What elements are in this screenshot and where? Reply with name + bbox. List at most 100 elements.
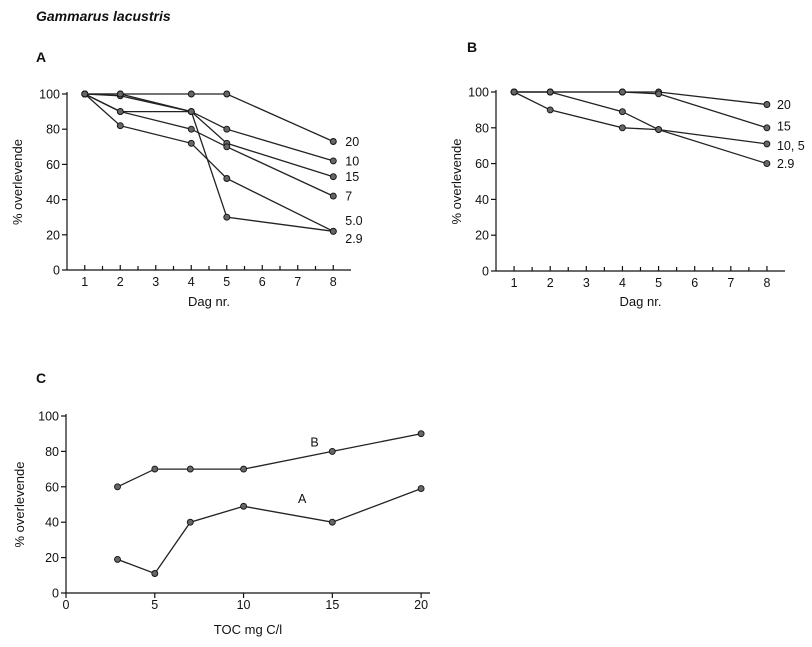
x-axis-label: Dag nr.: [620, 294, 662, 309]
panel-letter: C: [36, 370, 46, 386]
x-tick-label: 5: [151, 598, 158, 612]
x-tick-label: 7: [727, 276, 734, 290]
x-tick-label: 0: [63, 598, 70, 612]
series-line: [513, 91, 768, 165]
series-label: 5.0: [345, 214, 362, 228]
data-point: [763, 140, 771, 148]
data-point: [223, 213, 231, 221]
y-axis-label: % overlevende: [10, 139, 25, 225]
series-B: B: [114, 430, 425, 491]
series-10: 10: [81, 90, 359, 168]
data-point: [81, 90, 89, 98]
data-point: [114, 483, 121, 491]
data-point: [187, 90, 195, 98]
data-point: [240, 465, 248, 473]
series-15: 15: [81, 90, 359, 184]
data-point: [223, 125, 231, 133]
data-point: [328, 447, 336, 455]
panel-letter: A: [36, 49, 46, 65]
x-tick-label: 6: [259, 275, 266, 289]
data-point: [417, 430, 425, 438]
data-point: [151, 570, 159, 577]
x-tick-label: 2: [117, 275, 124, 289]
data-point: [655, 90, 663, 98]
series-label: 20: [345, 135, 359, 149]
panel-b: B 0 20 40 60 80 100 1 2 3 4 5 6 7 8 Dag nr. % overlevend…: [449, 39, 805, 309]
data-point: [223, 90, 231, 98]
data-point: [223, 175, 231, 182]
data-point: [329, 227, 337, 235]
series-label: A: [298, 492, 307, 506]
series-label: 15: [345, 170, 359, 184]
y-tick-label: 20: [46, 228, 60, 242]
data-point: [618, 124, 626, 132]
y-tick-label: 60: [475, 157, 489, 171]
series-7: 7: [81, 90, 352, 204]
y-tick-label: 80: [475, 121, 489, 135]
data-point: [114, 555, 121, 563]
data-point: [546, 106, 554, 114]
series-label: 15: [777, 120, 791, 134]
y-tick-label: 20: [45, 551, 59, 565]
series-label: 7: [345, 190, 352, 204]
y-tick-label: 40: [475, 193, 489, 207]
panel-a: A 0 20 40 60 80 100 1 2 3 4 5 6 7 8 Dag nr. % overlevend…: [10, 49, 363, 309]
y-axis-label: % overlevende: [12, 462, 27, 548]
data-point: [763, 101, 771, 108]
data-point: [186, 518, 194, 526]
x-axis-label: Dag nr.: [188, 294, 230, 309]
series-label: B: [310, 436, 318, 450]
figure-title: Gammarus lacustris: [36, 8, 171, 24]
data-point: [116, 90, 124, 98]
data-point: [618, 88, 626, 96]
series-line: [84, 93, 334, 143]
y-tick-label: 100: [38, 410, 59, 424]
y-tick-label: 100: [39, 88, 60, 102]
x-tick-label: 6: [691, 276, 698, 290]
panel-letter: B: [467, 39, 477, 55]
data-point: [187, 125, 195, 133]
data-point: [618, 108, 626, 116]
x-tick-label: 8: [763, 276, 770, 290]
series-line: [117, 487, 422, 575]
series-A: A: [114, 485, 425, 577]
x-tick-label: 10: [237, 598, 251, 612]
series-label: 2.9: [345, 232, 362, 246]
x-tick-label: 4: [188, 275, 195, 289]
data-point: [223, 143, 231, 151]
x-tick-label: 5: [655, 276, 662, 290]
series-2-9: 2.9: [510, 88, 794, 171]
series-label: 10, 5: [777, 139, 805, 153]
data-point: [116, 108, 124, 116]
x-tick-label: 8: [330, 275, 337, 289]
y-tick-label: 0: [53, 264, 60, 278]
y-tick-label: 80: [45, 445, 59, 459]
data-point: [329, 157, 337, 165]
x-tick-label: 3: [152, 275, 159, 289]
data-point: [655, 126, 663, 134]
panel-c: C 0 20 40 60 80 100 0 5 10 15 20 TOC mg C/l % overlev…: [12, 370, 430, 637]
data-point: [240, 502, 248, 510]
x-tick-label: 3: [583, 276, 590, 290]
x-tick-label: 5: [223, 275, 230, 289]
y-axis-label: % overlevende: [449, 139, 464, 225]
series-label: 20: [777, 98, 791, 112]
series-10-5: 10, 5: [510, 88, 805, 153]
y-tick-label: 80: [46, 123, 60, 137]
y-tick-label: 40: [45, 516, 59, 530]
y-tick-label: 0: [52, 587, 59, 601]
data-point: [151, 465, 159, 473]
data-point: [510, 88, 518, 96]
x-tick-label: 1: [511, 276, 518, 290]
y-tick-label: 100: [468, 86, 489, 100]
data-point: [329, 138, 337, 145]
data-point: [329, 192, 337, 200]
y-tick-label: 60: [45, 480, 59, 494]
series-line: [84, 93, 334, 232]
y-tick-label: 0: [482, 265, 489, 279]
series-line: [117, 433, 422, 488]
data-point: [329, 173, 337, 181]
data-point: [328, 518, 336, 526]
x-tick-label: 15: [325, 598, 339, 612]
